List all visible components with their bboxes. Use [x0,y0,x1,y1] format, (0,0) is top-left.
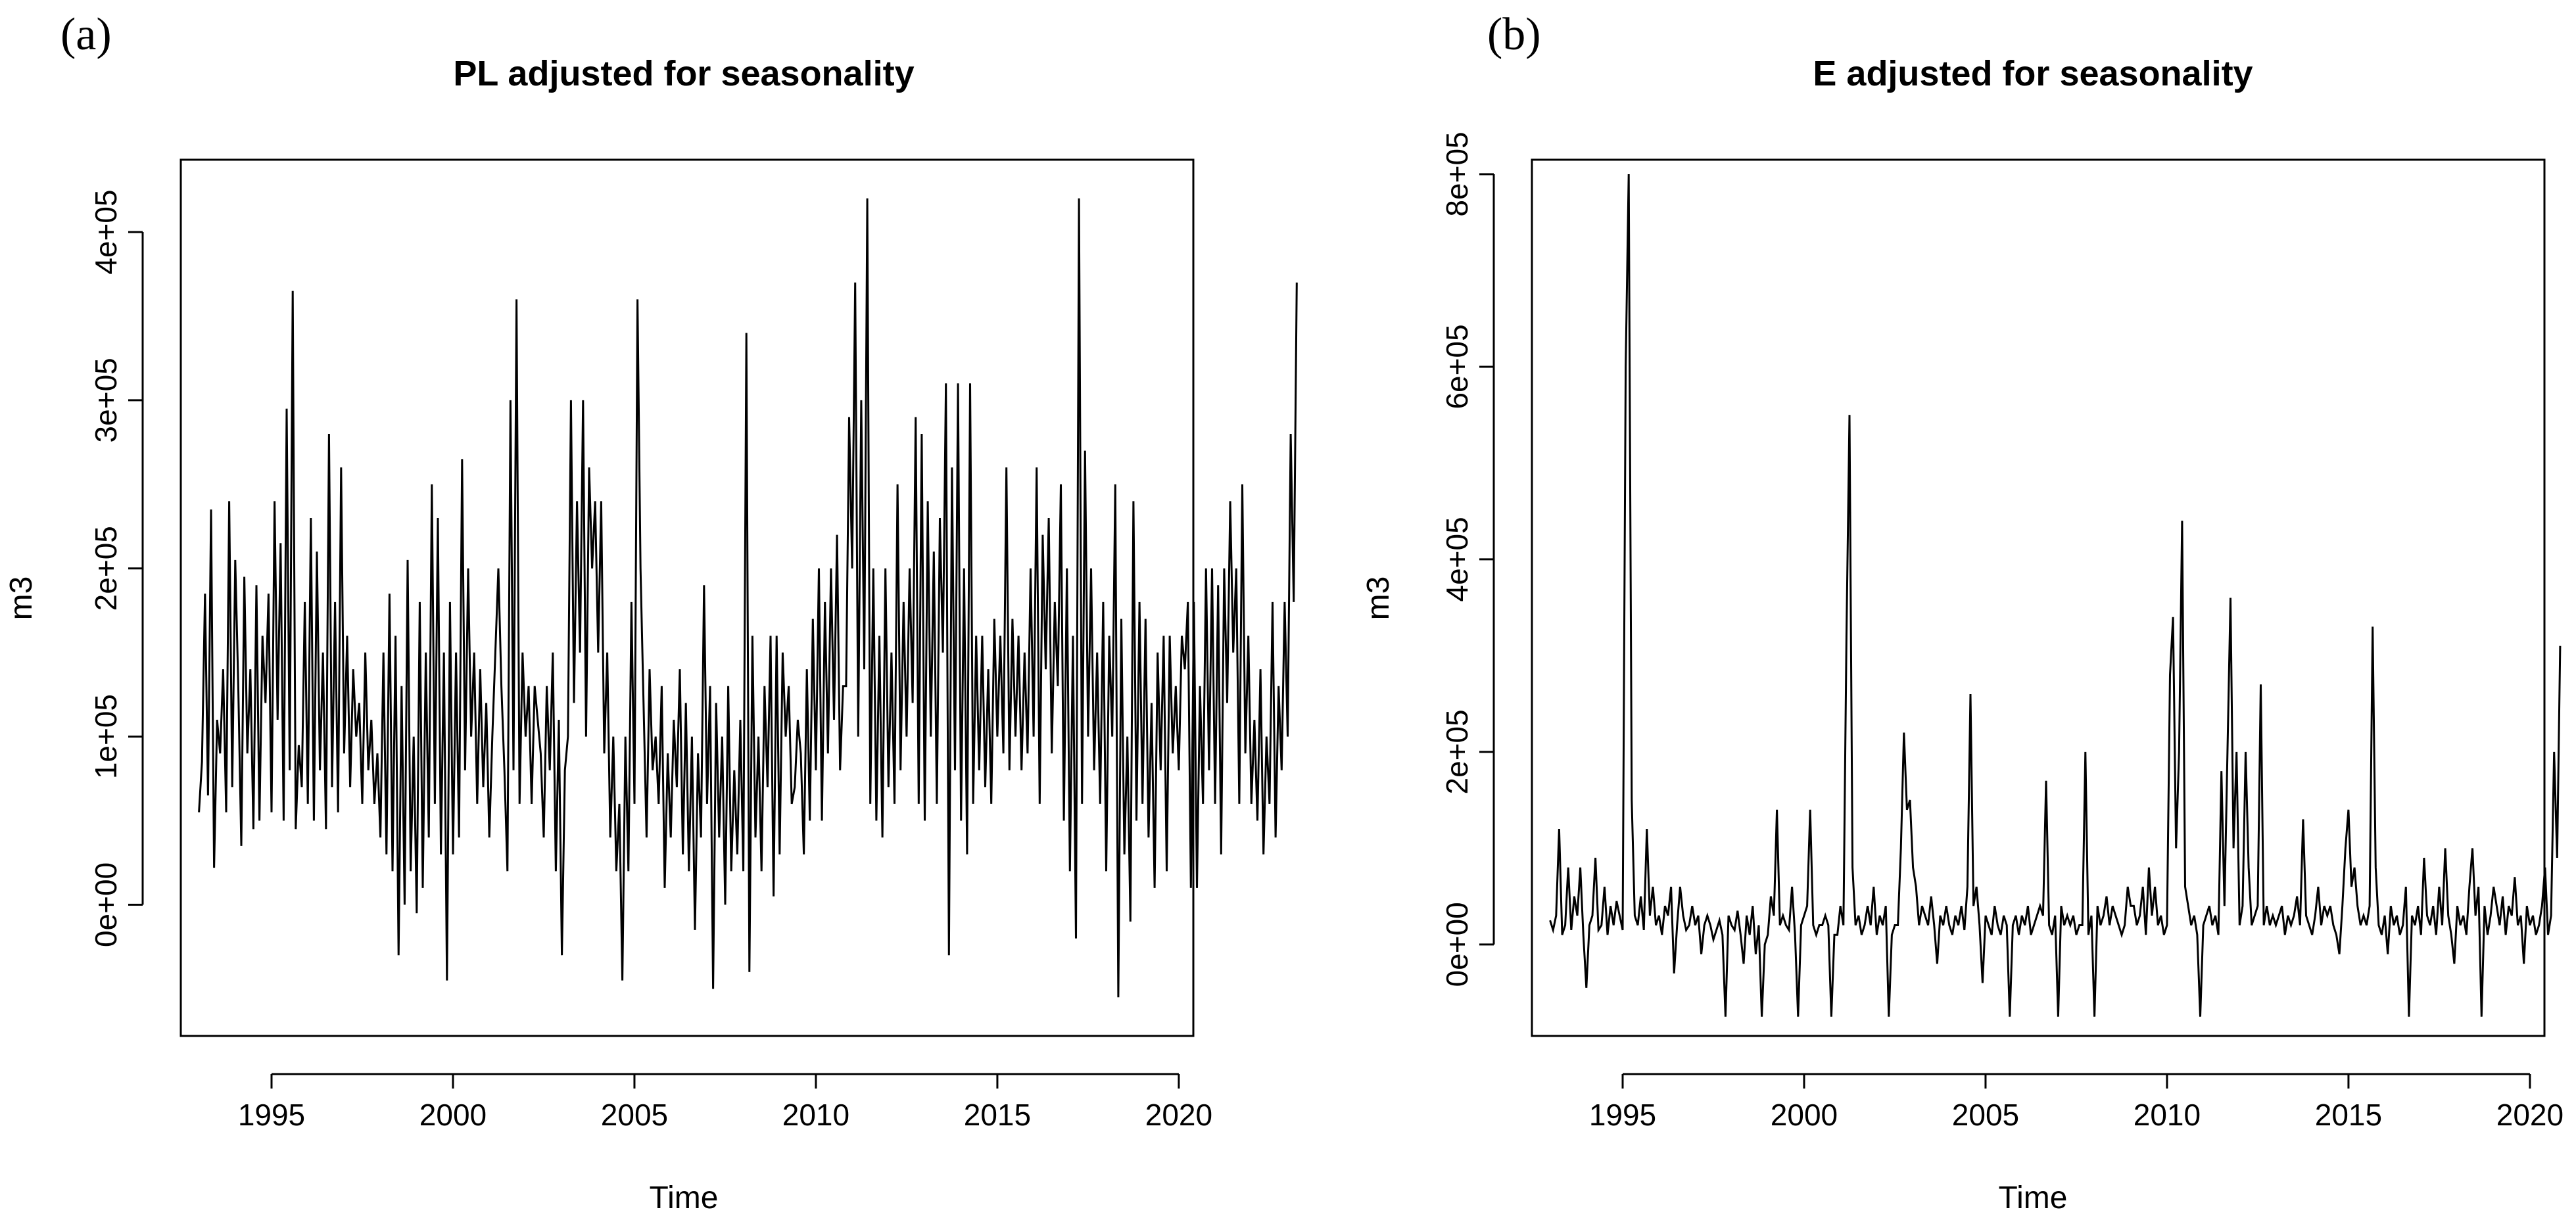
panel-a-plot-frame [179,158,1195,1037]
panel-b: (b) E adjusted for seasonality 1995 2000 2… [1361,9,2564,1215]
panel-b-x-axis-label: Time [1999,1181,2068,1215]
panel-a-y-ticks: 0e+00 1e+05 2e+05 3e+05 4e+05 [89,189,143,947]
y-tick-label: 0e+00 [89,862,123,947]
panel-a-y-axis-label: m3 [4,576,39,621]
x-tick-label: 2020 [2496,1098,2564,1132]
y-tick-label: 4e+05 [89,189,123,274]
x-tick-label: 2015 [964,1098,1031,1132]
panel-a-letter: (a) [60,9,112,60]
panel-b-y-ticks: 0e+00 2e+05 4e+05 6e+05 8e+05 [1440,131,1494,987]
panel-b-plot-frame [1531,158,2546,1037]
panel-a-series-line [198,198,1298,998]
x-tick-label: 2010 [782,1098,849,1132]
x-tick-label: 2015 [2315,1098,2382,1132]
y-tick-label: 0e+00 [1440,902,1474,987]
x-tick-label: 2020 [1145,1098,1212,1132]
x-tick-label: 1995 [238,1098,305,1132]
x-tick-label: 2000 [1771,1098,1838,1132]
panel-b-title: E adjusted for seasonality [1813,54,2253,93]
panel-a: (a) PL adjusted for seasonality 1995 2000… [4,9,1298,1215]
panel-b-series-line [1549,174,2562,1017]
x-tick-label: 1995 [1589,1098,1656,1132]
panel-a-x-ticks: 1995 2000 2005 2010 2015 2020 [238,1074,1212,1132]
x-tick-label: 2000 [419,1098,487,1132]
x-tick-label: 2005 [1952,1098,2019,1132]
y-tick-label: 8e+05 [1440,131,1474,216]
panel-a-x-axis-label: Time [650,1181,719,1215]
panel-b-x-ticks: 1995 2000 2005 2010 2015 2020 [1589,1074,2564,1132]
y-tick-label: 6e+05 [1440,324,1474,409]
y-tick-label: 1e+05 [89,694,123,779]
y-tick-label: 3e+05 [89,358,123,442]
x-tick-label: 2010 [2134,1098,2201,1132]
y-tick-label: 4e+05 [1440,517,1474,601]
panel-b-y-axis-label: m3 [1361,576,1396,621]
panel-b-letter: (b) [1487,9,1541,60]
y-tick-label: 2e+05 [89,526,123,611]
x-tick-label: 2005 [601,1098,668,1132]
panel-a-title: PL adjusted for seasonality [453,54,914,93]
y-tick-label: 2e+05 [1440,709,1474,794]
